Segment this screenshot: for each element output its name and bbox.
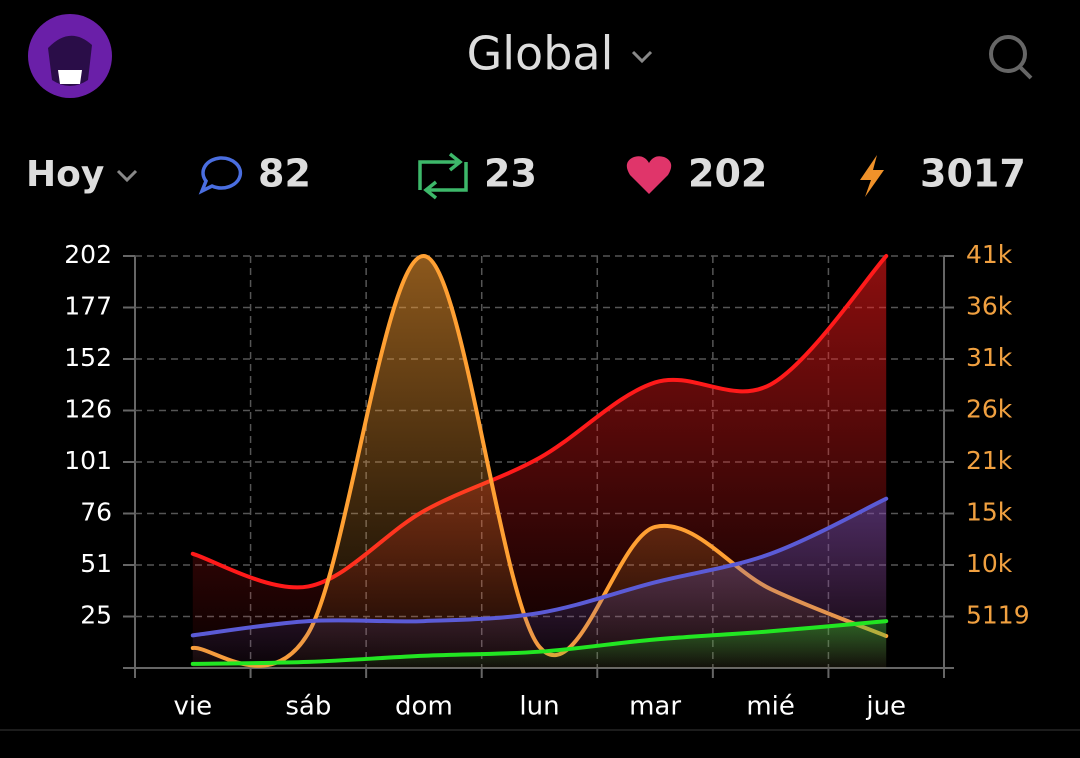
area xyxy=(192,255,887,668)
x-tick-label: lun xyxy=(519,692,559,722)
y2-tick-label: 10k xyxy=(966,549,1013,578)
x-tick-label: sáb xyxy=(285,692,331,722)
x-tick-label: mar xyxy=(629,692,681,722)
repost-count: 23 xyxy=(484,152,537,196)
search-icon[interactable] xyxy=(989,35,1033,80)
search-handle xyxy=(1018,65,1033,80)
zap-count: 3017 xyxy=(920,152,1026,196)
feed-title[interactable]: Global xyxy=(467,27,614,81)
y2-tick-label: 41k xyxy=(966,240,1013,269)
repost-arrow-top xyxy=(418,152,463,190)
series-line xyxy=(190,254,889,590)
y2-tick-label: 21k xyxy=(966,446,1013,475)
search-lens xyxy=(989,35,1027,73)
y-tick-label: 76 xyxy=(80,498,112,527)
reply-count: 82 xyxy=(258,152,311,196)
x-tick-label: vie xyxy=(173,692,212,722)
like-count: 202 xyxy=(688,152,767,196)
y-tick-label: 202 xyxy=(64,240,112,269)
reply-icon xyxy=(198,156,243,195)
area xyxy=(192,498,887,668)
avatar-detail xyxy=(58,70,82,84)
like-icon xyxy=(626,156,672,194)
y-tick-label: 126 xyxy=(64,395,112,424)
x-tick-label: mié xyxy=(746,692,795,722)
y2-tick-label: 15k xyxy=(966,498,1013,527)
y-tick-label: 177 xyxy=(64,292,112,321)
y2-tick-label: 36k xyxy=(966,292,1013,321)
period-label[interactable]: Hoy xyxy=(26,154,104,195)
y-tick-label: 51 xyxy=(80,549,112,578)
y2-tick-label: 26k xyxy=(966,395,1013,424)
y-tick-label: 101 xyxy=(64,446,112,475)
series-line xyxy=(190,619,889,666)
y2-tick-label: 31k xyxy=(966,343,1013,372)
y-tick-label: 25 xyxy=(80,601,112,630)
y-tick-label: 152 xyxy=(64,343,112,372)
series-line xyxy=(190,496,889,638)
y2-tick-label: 5119 xyxy=(966,601,1030,630)
area xyxy=(192,621,887,668)
repost-arrow-bottom xyxy=(423,162,468,200)
avatar[interactable] xyxy=(28,14,112,98)
x-tick-label: jue xyxy=(865,692,906,722)
repost-icon xyxy=(418,152,468,200)
title-chevron[interactable] xyxy=(631,50,653,64)
x-tick-label: dom xyxy=(395,692,453,722)
zap-icon xyxy=(860,155,884,197)
period-chevron[interactable] xyxy=(116,169,138,183)
